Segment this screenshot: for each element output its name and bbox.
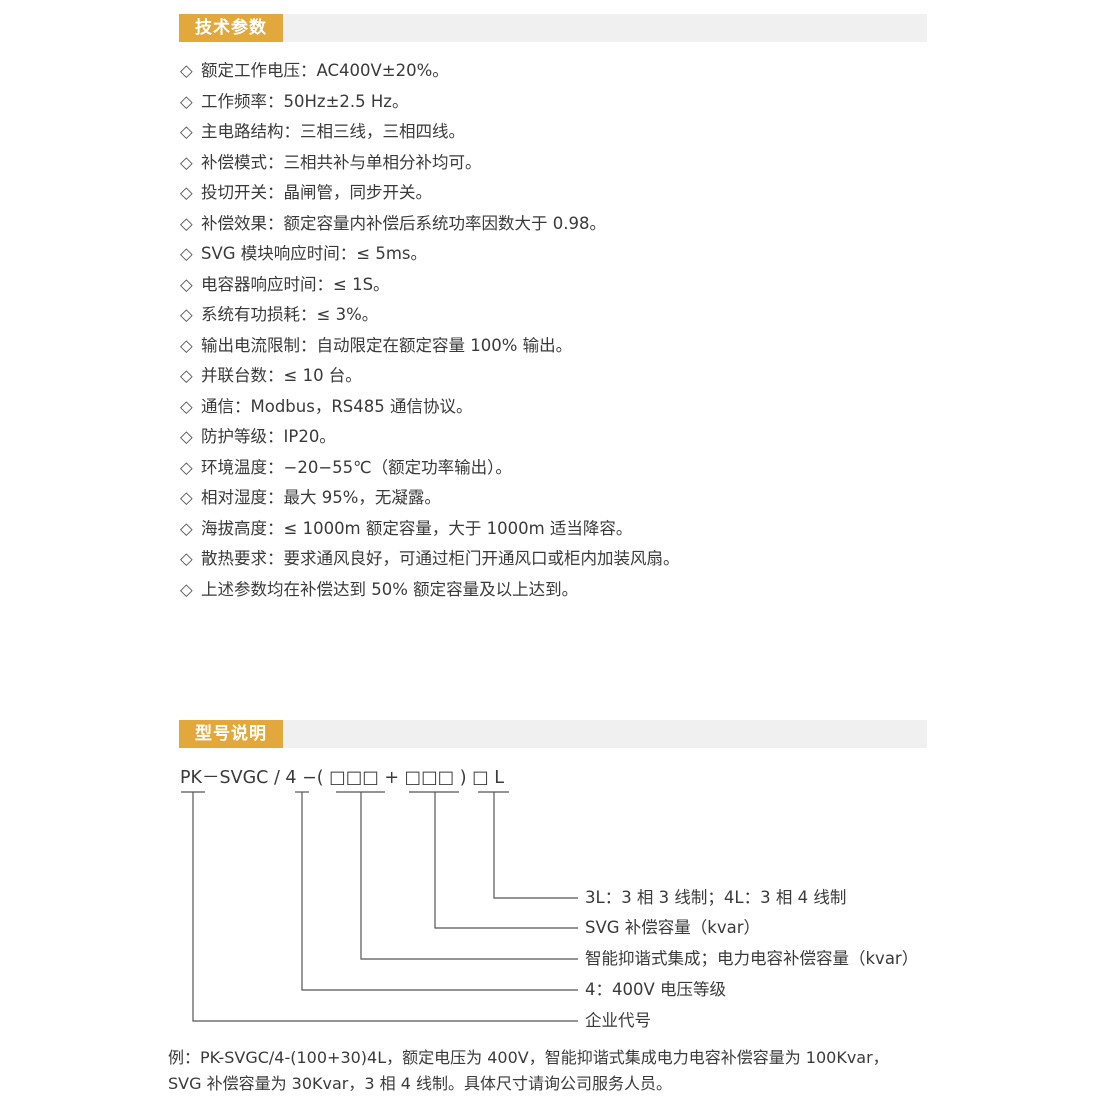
param-text: SVG 模块响应时间：≤ 5ms。 — [201, 244, 428, 263]
section-title: 型号说明 — [179, 720, 283, 748]
param-item: ◇ 环境温度：−20−55℃（额定功率输出）。 — [180, 453, 680, 484]
desc-phase-wire: 3L：3 相 3 线制；4L：3 相 4 线制 — [585, 888, 847, 907]
diamond-bullet-icon: ◇ — [180, 152, 193, 172]
param-text: 防护等级：IP20。 — [201, 427, 336, 446]
diamond-bullet-icon: ◇ — [180, 183, 193, 202]
diamond-bullet-icon: ◇ — [180, 91, 193, 111]
diamond-bullet-icon: ◇ — [180, 549, 193, 568]
example-line-2: SVG 补偿容量为 30Kvar，3 相 4 线制。具体尺寸请询公司服务人员。 — [168, 1074, 672, 1093]
param-item: ◇ 散热要求：要求通风良好，可通过柜门开通风口或柜内加装风扇。 — [180, 544, 680, 575]
param-text: 并联台数：≤ 10 台。 — [201, 366, 362, 385]
param-text: 上述参数均在补偿达到 50% 额定容量及以上达到。 — [201, 579, 579, 599]
param-item: ◇ 额定工作电压：AC400V±20%。 — [180, 56, 680, 87]
param-text: 系统有功损耗：≤ 3%。 — [201, 305, 379, 324]
example-text: 例：PK-SVGC/4-(100+30)4L，额定电压为 400V，智能抑谐式集… — [168, 1045, 889, 1097]
desc-capacitor-capacity: 智能抑谐式集成；电力电容补偿容量（kvar） — [585, 949, 919, 968]
param-text: 散热要求：要求通风良好，可通过柜门开通风口或柜内加装风扇。 — [201, 549, 680, 568]
param-text: 通信：Modbus，RS485 通信协议。 — [201, 396, 473, 416]
diamond-bullet-icon: ◇ — [180, 122, 193, 141]
example-line-1: 例：PK-SVGC/4-(100+30)4L，额定电压为 400V，智能抑谐式集… — [168, 1048, 889, 1067]
param-text: 工作频率：50Hz±2.5 Hz。 — [201, 91, 409, 111]
diamond-bullet-icon: ◇ — [180, 427, 193, 446]
section-header-tech-params: 技术参数 — [179, 14, 927, 42]
param-text: 相对湿度：最大 95%，无凝露。 — [201, 488, 441, 507]
param-item: ◇ 输出电流限制：自动限定在额定容量 100% 输出。 — [180, 331, 680, 362]
diamond-bullet-icon: ◇ — [180, 366, 193, 385]
param-item: ◇ 电容器响应时间：≤ 1S。 — [180, 270, 680, 301]
param-item: ◇ 系统有功损耗：≤ 3%。 — [180, 300, 680, 331]
param-text: 环境温度：−20−55℃（额定功率输出）。 — [201, 457, 512, 477]
param-text: 补偿模式：三相共补与单相分补均可。 — [201, 152, 482, 172]
diamond-bullet-icon: ◇ — [180, 213, 193, 233]
param-text: 投切开关：晶闸管，同步开关。 — [201, 183, 432, 202]
diamond-bullet-icon: ◇ — [180, 305, 193, 324]
diamond-bullet-icon: ◇ — [180, 488, 193, 507]
desc-svg-capacity: SVG 补偿容量（kvar） — [585, 918, 761, 937]
diamond-bullet-icon: ◇ — [180, 274, 193, 294]
param-item: ◇ 上述参数均在补偿达到 50% 额定容量及以上达到。 — [180, 575, 680, 606]
param-item: ◇ SVG 模块响应时间：≤ 5ms。 — [180, 239, 680, 270]
param-item: ◇ 补偿效果：额定容量内补偿后系统功率因数大于 0.98。 — [180, 209, 680, 240]
section-header-model-description: 型号说明 — [179, 720, 927, 748]
section-title: 技术参数 — [179, 14, 283, 42]
param-text: 电容器响应时间：≤ 1S。 — [201, 274, 390, 294]
diamond-bullet-icon: ◇ — [180, 518, 193, 538]
leader-voltage — [301, 792, 578, 991]
leader-company — [192, 792, 578, 1022]
leader-capacitor-capacity — [360, 792, 578, 960]
desc-voltage-level: 4：400V 电压等级 — [585, 980, 727, 999]
diamond-bullet-icon: ◇ — [180, 396, 193, 416]
diamond-bullet-icon: ◇ — [180, 61, 193, 80]
param-item: ◇ 主电路结构：三相三线，三相四线。 — [180, 117, 680, 148]
param-list: ◇ 额定工作电压：AC400V±20%。 ◇ 工作频率：50Hz±2.5 Hz。 ◇ 主电… — [180, 56, 680, 605]
param-text: 海拔高度：≤ 1000m 额定容量，大于 1000m 适当降容。 — [201, 518, 633, 538]
diamond-bullet-icon: ◇ — [180, 457, 193, 477]
param-item: ◇ 防护等级：IP20。 — [180, 422, 680, 453]
param-text: 输出电流限制：自动限定在额定容量 100% 输出。 — [201, 335, 573, 355]
param-text: 主电路结构：三相三线，三相四线。 — [201, 122, 465, 141]
model-code: PK－SVGC / 4 −( □□□ + □□□ ) □ L — [180, 768, 504, 788]
param-item: ◇ 补偿模式：三相共补与单相分补均可。 — [180, 148, 680, 179]
param-text: 额定工作电压：AC400V±20%。 — [201, 61, 449, 80]
diamond-bullet-icon: ◇ — [180, 579, 193, 599]
param-item: ◇ 相对湿度：最大 95%，无凝露。 — [180, 483, 680, 514]
param-item: ◇ 通信：Modbus，RS485 通信协议。 — [180, 392, 680, 423]
param-item: ◇ 并联台数：≤ 10 台。 — [180, 361, 680, 392]
param-item: ◇ 工作频率：50Hz±2.5 Hz。 — [180, 87, 680, 118]
desc-company-code: 企业代号 — [585, 1011, 651, 1030]
param-item: ◇ 海拔高度：≤ 1000m 额定容量，大于 1000m 适当降容。 — [180, 514, 680, 545]
diamond-bullet-icon: ◇ — [180, 244, 193, 263]
leader-svg-capacity — [434, 792, 578, 929]
param-text: 补偿效果：额定容量内补偿后系统功率因数大于 0.98。 — [201, 213, 606, 233]
diamond-bullet-icon: ◇ — [180, 335, 193, 355]
leader-phase — [493, 792, 578, 899]
param-item: ◇ 投切开关：晶闸管，同步开关。 — [180, 178, 680, 209]
